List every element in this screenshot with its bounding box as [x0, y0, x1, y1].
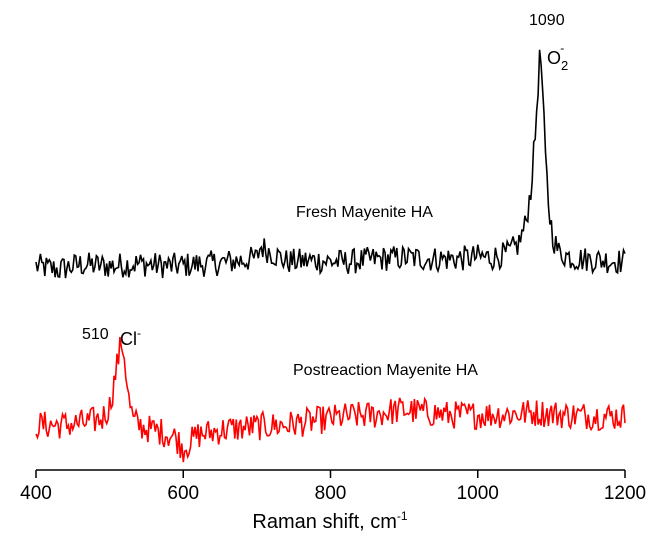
peak-label-1090: 1090 [529, 12, 565, 29]
series-label-post: Postreaction Mayenite HA [293, 362, 478, 379]
series-label-fresh: Fresh Mayenite HA [296, 204, 433, 221]
x-tick-label-600: 600 [167, 483, 199, 504]
ion-label-superoxide: O2- [547, 41, 568, 73]
peak-label-510: 510 [82, 326, 109, 343]
x-ticks: 400 600 800 1000 1200 [20, 470, 646, 504]
series-layer [35, 49, 626, 463]
series-line-postreaction-mayenite-ha [35, 336, 626, 463]
x-tick-label-1000: 1000 [457, 483, 499, 504]
series-line-fresh-mayenite-ha [35, 49, 626, 279]
x-tick-label-800: 800 [315, 483, 347, 504]
x-axis-title: Raman shift, cm-1 [252, 509, 407, 533]
x-tick-label-400: 400 [20, 483, 52, 504]
x-tick-label-1200: 1200 [604, 483, 646, 504]
ion-label-chloride: Cl- [120, 326, 141, 349]
